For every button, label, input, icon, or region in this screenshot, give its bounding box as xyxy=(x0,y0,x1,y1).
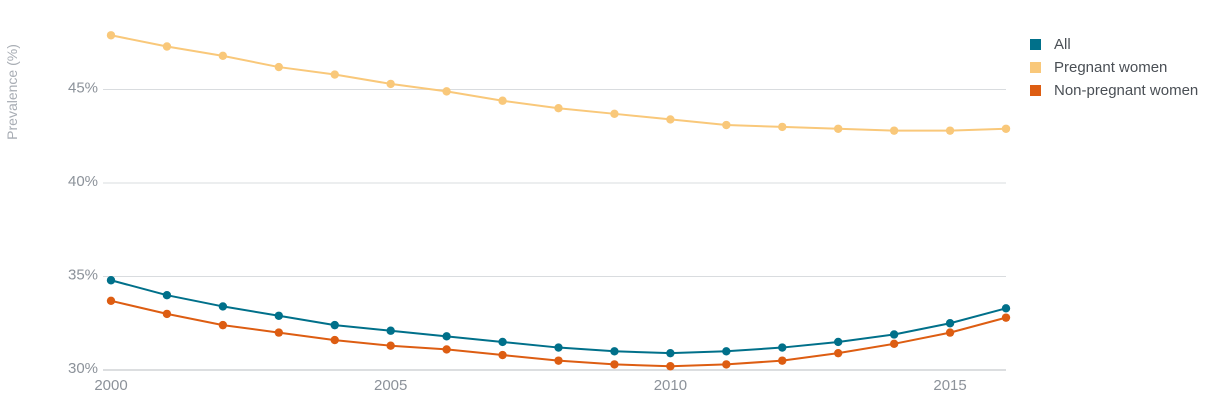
series-group xyxy=(106,31,1011,371)
data-point-pregnant-women[interactable] xyxy=(386,79,395,89)
data-point-all[interactable] xyxy=(106,276,116,285)
y-tick-label: 30% xyxy=(68,360,98,377)
data-point-pregnant-women[interactable] xyxy=(945,126,955,135)
data-point-non-pregnant-women[interactable] xyxy=(554,356,563,365)
data-point-pregnant-women[interactable] xyxy=(442,87,451,96)
series-pregnant-women xyxy=(106,31,1011,135)
x-tick-label: 2010 xyxy=(654,377,687,394)
x-axis-ticks: 2000 2005 2010 2015 xyxy=(94,377,966,394)
x-tick-label: 2015 xyxy=(933,377,966,394)
x-tick-label: 2000 xyxy=(94,377,127,394)
legend-item-pregnant-women[interactable]: Pregnant women xyxy=(1030,56,1198,79)
data-point-all[interactable] xyxy=(889,330,899,339)
data-point-non-pregnant-women[interactable] xyxy=(833,348,843,358)
data-point-non-pregnant-women[interactable] xyxy=(945,328,955,337)
data-point-pregnant-women[interactable] xyxy=(218,51,228,61)
data-point-all[interactable] xyxy=(833,337,843,347)
data-point-all[interactable] xyxy=(442,332,451,341)
y-tick-label: 45% xyxy=(68,80,98,97)
legend-swatch-all xyxy=(1030,39,1041,50)
data-point-pregnant-women[interactable] xyxy=(778,122,787,132)
data-point-all[interactable] xyxy=(498,337,507,347)
data-point-non-pregnant-women[interactable] xyxy=(218,320,228,330)
series-line-pregnant-women xyxy=(110,34,1007,132)
y-axis-title: Prevalence (%) xyxy=(4,44,20,140)
data-point-all[interactable] xyxy=(386,326,395,335)
data-point-all[interactable] xyxy=(554,343,563,352)
legend-swatch-non-pregnant-women xyxy=(1030,85,1041,96)
data-point-all[interactable] xyxy=(722,347,731,356)
y-tick-label: 35% xyxy=(68,267,98,284)
data-point-all[interactable] xyxy=(218,302,228,311)
legend-item-all[interactable]: All xyxy=(1030,33,1198,56)
data-point-non-pregnant-women[interactable] xyxy=(778,356,787,365)
data-point-non-pregnant-women[interactable] xyxy=(498,350,507,360)
series-non-pregnant-women xyxy=(106,296,1011,371)
data-point-non-pregnant-women[interactable] xyxy=(386,341,395,350)
legend: All Pregnant women Non-pregnant women xyxy=(1030,33,1198,102)
data-point-non-pregnant-women[interactable] xyxy=(274,328,284,337)
data-point-all[interactable] xyxy=(1001,304,1011,313)
data-point-all[interactable] xyxy=(330,320,339,330)
data-point-all[interactable] xyxy=(610,347,619,356)
legend-swatch-pregnant-women xyxy=(1030,62,1041,73)
data-point-pregnant-women[interactable] xyxy=(833,124,843,133)
data-point-pregnant-women[interactable] xyxy=(498,96,507,105)
data-point-all[interactable] xyxy=(162,291,172,300)
data-point-non-pregnant-women[interactable] xyxy=(889,339,899,349)
grid-lines xyxy=(103,89,1006,371)
data-point-all[interactable] xyxy=(778,343,787,352)
data-point-pregnant-women[interactable] xyxy=(554,104,563,113)
data-point-pregnant-women[interactable] xyxy=(1001,124,1011,133)
data-point-all[interactable] xyxy=(274,311,284,320)
legend-label-non-pregnant-women: Non-pregnant women xyxy=(1054,82,1199,99)
data-point-non-pregnant-women[interactable] xyxy=(106,296,116,306)
y-tick-label: 40% xyxy=(68,173,98,190)
data-point-pregnant-women[interactable] xyxy=(666,115,675,124)
data-point-pregnant-women[interactable] xyxy=(330,70,339,79)
data-point-non-pregnant-women[interactable] xyxy=(1001,313,1011,322)
y-axis-ticks: 30% 35% 40% 45% xyxy=(68,80,98,378)
x-tick-label: 2005 xyxy=(374,377,407,394)
data-point-non-pregnant-women[interactable] xyxy=(722,360,731,369)
data-point-non-pregnant-women[interactable] xyxy=(610,360,619,369)
data-point-pregnant-women[interactable] xyxy=(274,62,284,72)
data-point-non-pregnant-women[interactable] xyxy=(442,345,451,354)
data-point-pregnant-women[interactable] xyxy=(889,126,899,135)
series-line-all xyxy=(110,279,1007,355)
data-point-non-pregnant-women[interactable] xyxy=(330,335,339,345)
data-point-pregnant-women[interactable] xyxy=(610,109,619,119)
legend-item-non-pregnant-women[interactable]: Non-pregnant women xyxy=(1030,79,1198,102)
data-point-pregnant-women[interactable] xyxy=(106,31,116,40)
data-point-pregnant-women[interactable] xyxy=(162,42,172,51)
legend-label-all: All xyxy=(1054,36,1071,53)
data-point-all[interactable] xyxy=(666,348,675,358)
data-point-non-pregnant-women[interactable] xyxy=(666,362,675,371)
data-point-all[interactable] xyxy=(945,319,955,328)
data-point-non-pregnant-women[interactable] xyxy=(162,309,172,319)
data-point-pregnant-women[interactable] xyxy=(722,120,731,130)
legend-label-pregnant-women: Pregnant women xyxy=(1054,59,1168,76)
series-all xyxy=(106,276,1011,358)
